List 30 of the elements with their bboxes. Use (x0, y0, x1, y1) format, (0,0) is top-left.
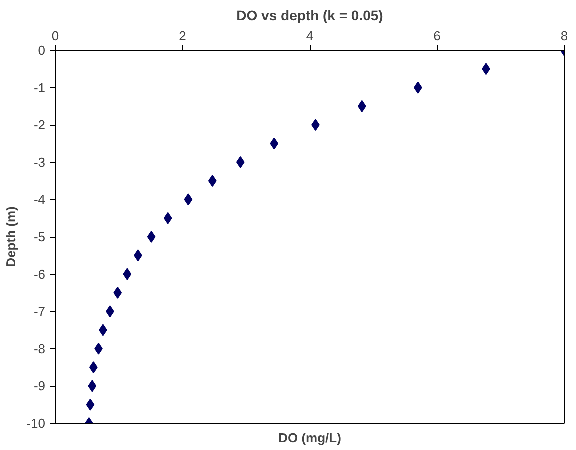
y-tick-label: -6 (34, 266, 46, 282)
point (164, 212, 172, 224)
point (414, 82, 422, 94)
y-tick-label: -3 (34, 154, 46, 170)
point (88, 380, 97, 392)
x-axis-title: DO (mg/L) (278, 430, 342, 446)
x-tick-label: 0 (52, 28, 60, 44)
y-tick-label: -1 (34, 80, 46, 96)
y-tick-label: -5 (34, 230, 46, 244)
point (86, 398, 95, 411)
y-tick-label: -9 (34, 378, 46, 394)
point (236, 156, 245, 168)
x-tick-label: 2 (179, 28, 186, 44)
point (270, 138, 279, 150)
y-tick-label: -7 (34, 304, 46, 320)
y-tick-label: -10 (26, 416, 46, 431)
point (184, 194, 193, 206)
point (208, 175, 217, 188)
chart-title: DO vs depth (k = 0.05) (236, 8, 384, 24)
x-tick-label: 8 (560, 28, 568, 44)
point (123, 268, 132, 280)
y-tick-label: 0 (38, 43, 46, 58)
point (147, 231, 156, 243)
x-tick-label: 4 (306, 28, 314, 44)
y-axis-title: Depth (m) (4, 206, 19, 268)
y-tick-label: -4 (34, 192, 46, 208)
y-tick-label: -2 (34, 118, 46, 133)
x-tick-label: 6 (434, 28, 441, 44)
point (114, 286, 122, 299)
y-tick-label: -8 (34, 341, 46, 356)
